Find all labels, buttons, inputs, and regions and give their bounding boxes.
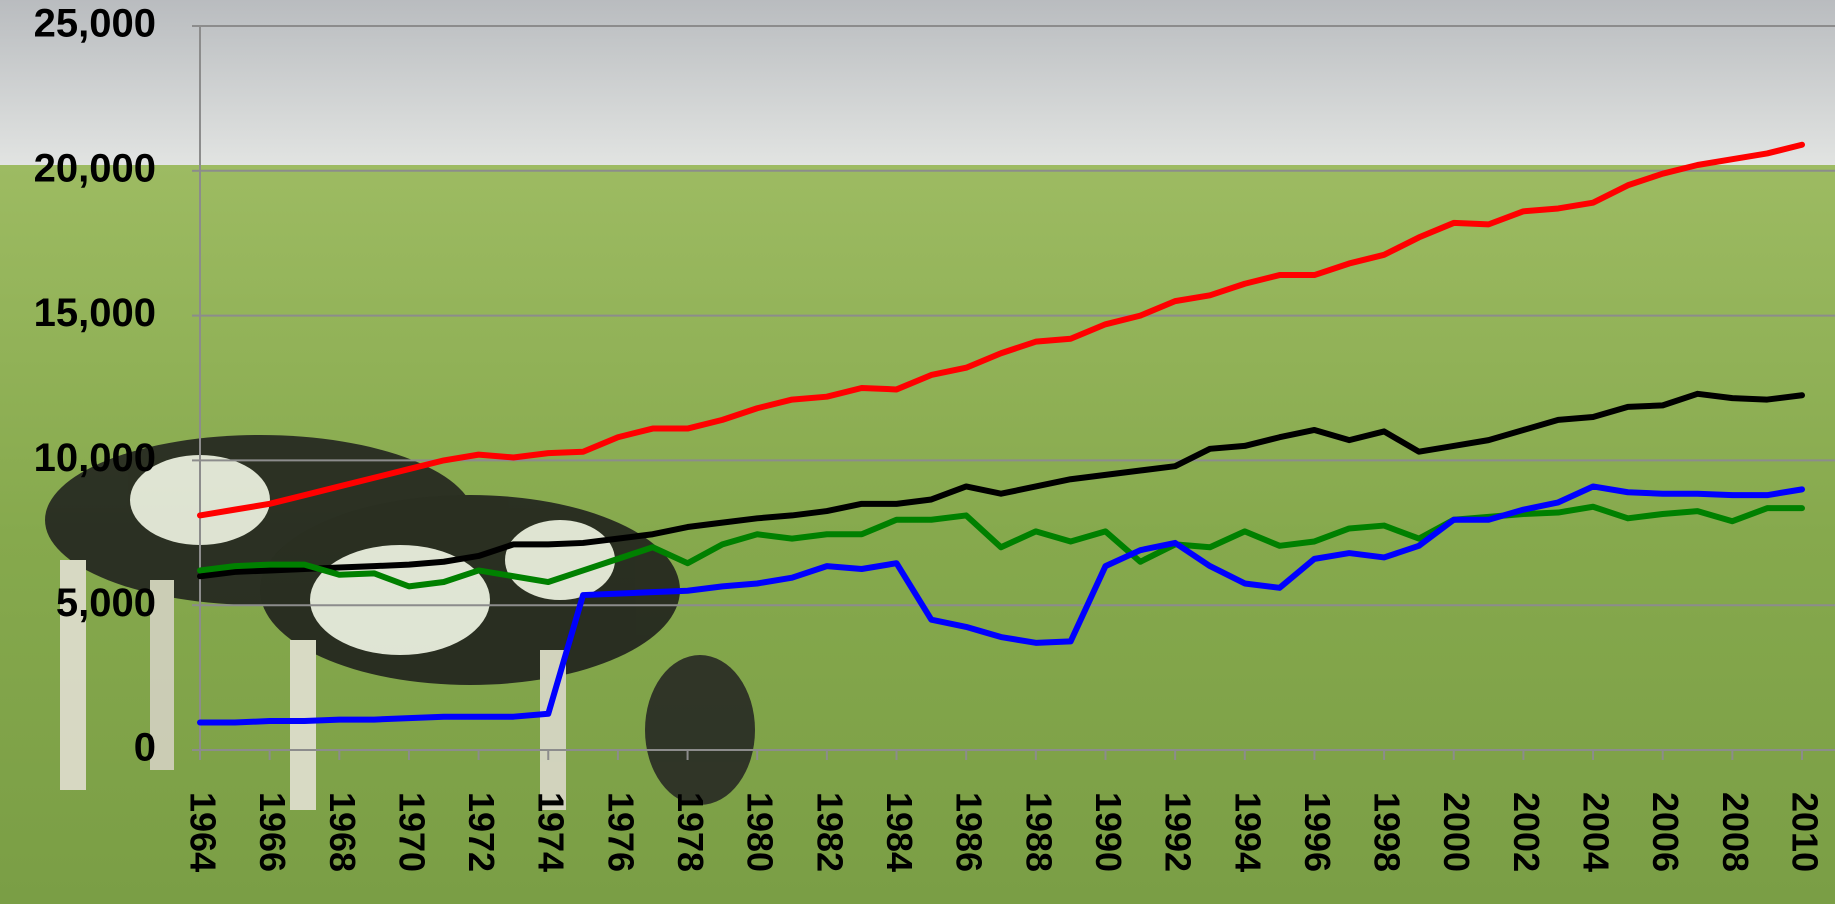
x-tick-label: 1980 bbox=[740, 792, 781, 872]
y-tick-label: 5,000 bbox=[56, 581, 156, 625]
x-tick-label: 1974 bbox=[531, 792, 572, 872]
y-tick-label: 0 bbox=[134, 726, 156, 770]
x-tick-label: 2000 bbox=[1436, 792, 1477, 872]
y-tick-label: 10,000 bbox=[34, 436, 156, 480]
x-tick-label: 1986 bbox=[949, 792, 990, 872]
x-tick-label: 1984 bbox=[879, 792, 920, 872]
x-tick-label: 1978 bbox=[670, 792, 711, 872]
y-tick-label: 25,000 bbox=[34, 2, 156, 46]
x-tick-label: 1992 bbox=[1158, 792, 1199, 872]
x-tick-label: 1998 bbox=[1367, 792, 1408, 872]
x-tick-label: 1982 bbox=[809, 792, 850, 872]
x-tick-label: 1968 bbox=[322, 792, 363, 872]
chart: 0 5,000 10,000 15,000 20,000 25,000 1964 1966 19… bbox=[0, 0, 1835, 904]
x-tick-label: 1964 bbox=[182, 792, 223, 872]
y-tick-label: 20,000 bbox=[34, 146, 156, 190]
x-tick-label: 1976 bbox=[600, 792, 641, 872]
page: {"chart_data": {"type": "line", "x": [19… bbox=[0, 0, 1835, 904]
x-tick-label: 1988 bbox=[1018, 792, 1059, 872]
y-tick-label: 15,000 bbox=[34, 291, 156, 335]
x-tick-label: 2006 bbox=[1645, 792, 1686, 872]
x-tick-label: 1996 bbox=[1297, 792, 1338, 872]
x-tick-label: 2010 bbox=[1784, 792, 1825, 872]
x-tick-label: 1972 bbox=[461, 792, 502, 872]
x-tick-label: 1990 bbox=[1088, 792, 1129, 872]
x-tick-label: 2002 bbox=[1506, 792, 1547, 872]
x-tick-label: 2008 bbox=[1715, 792, 1756, 872]
x-tick-label: 1970 bbox=[391, 792, 432, 872]
x-tick-label: 1994 bbox=[1227, 792, 1268, 872]
x-tick-label: 1966 bbox=[252, 792, 293, 872]
x-tick-label: 2004 bbox=[1576, 792, 1617, 872]
